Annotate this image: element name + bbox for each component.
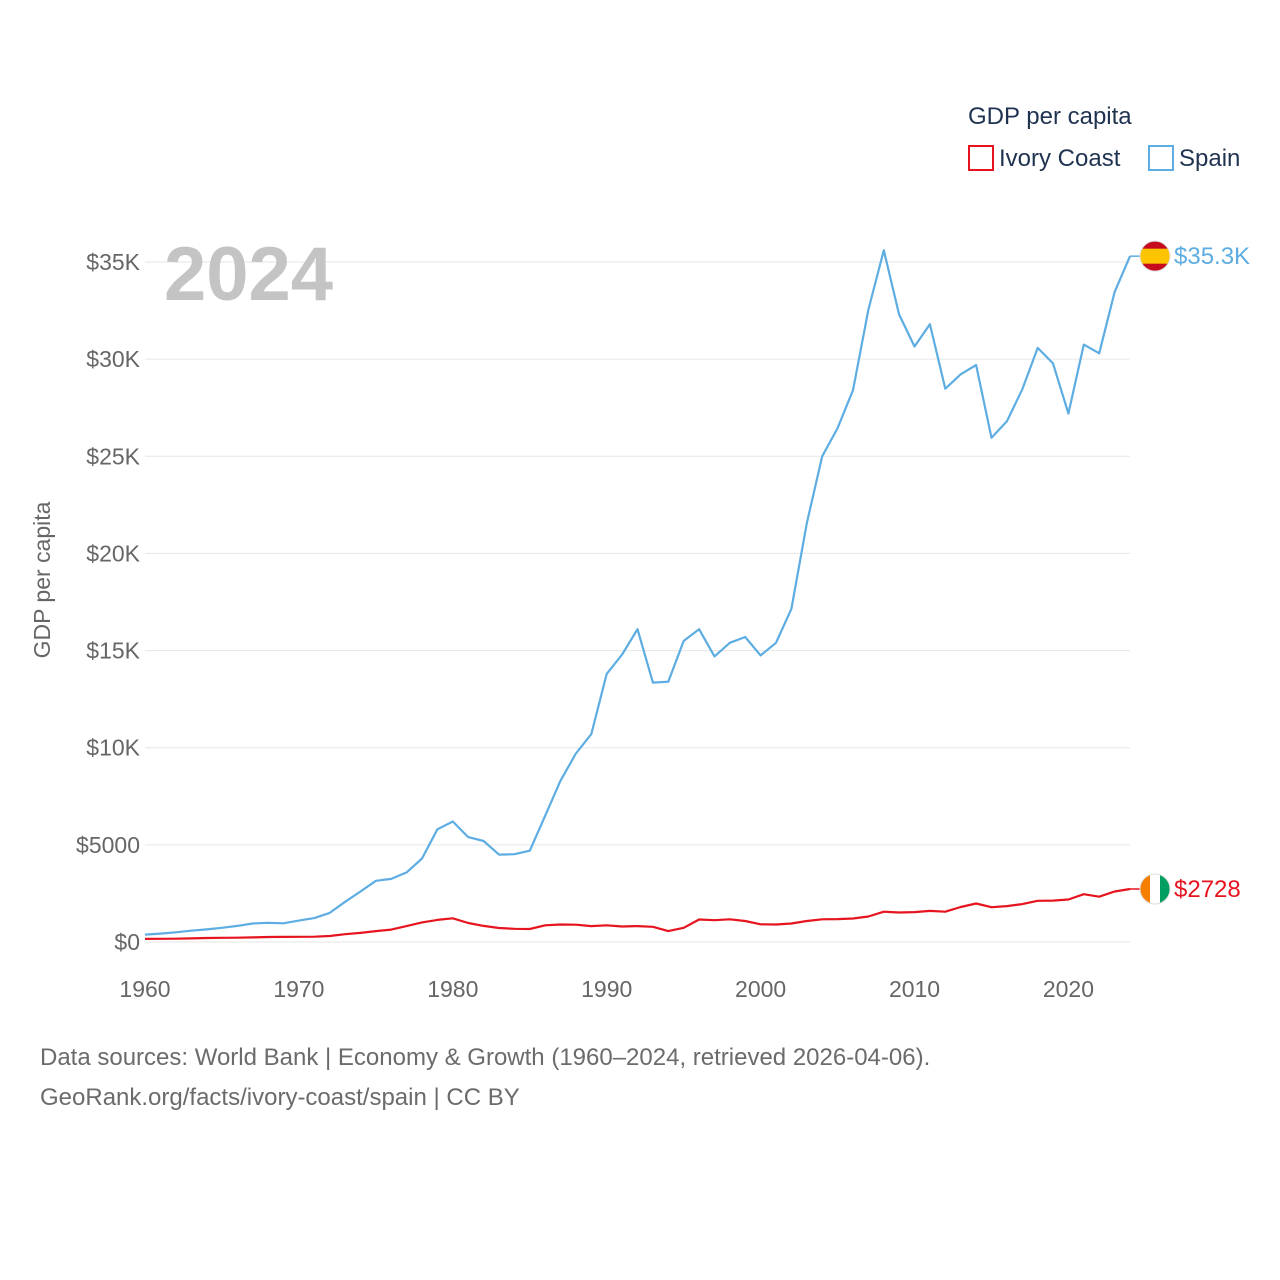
y-tick-label: $0 [114,929,140,955]
ivory-coast-flag-icon [1139,873,1171,905]
y-tick-label: $25K [86,443,140,469]
series-line-ivory-coast [144,887,1131,941]
end-value-label-ivory-coast: $2728 [1174,876,1241,903]
legend-swatch-spain [1148,145,1174,171]
x-tick-label: 1960 [119,976,170,1002]
x-axis: 1960 1970 1980 1990 2000 2010 2020 [119,976,1094,1002]
legend-title: GDP per capita [968,103,1132,130]
y-tick-label: $30K [86,346,140,372]
legend-label-ivory-coast: Ivory Coast [999,145,1121,172]
y-tick-label: $15K [86,638,140,664]
x-tick-label: 1980 [427,976,478,1002]
x-tick-label: 2020 [1043,976,1094,1002]
gdp-chart: $0 $5000 $10K $15K $20K $25K $30K $35K 1960 1970… [29,103,1250,1002]
series-end-markers: $2728 $35.3K [1130,240,1250,905]
legend-swatch-ivory-coast [968,145,994,171]
legend-item-ivory-coast[interactable]: Ivory Coast [968,145,1121,172]
series-lines [144,249,1132,941]
x-tick-label: 1970 [273,976,324,1002]
legend: GDP per capita Ivory Coast Spain [968,103,1240,172]
end-value-label-spain: $35.3K [1174,243,1250,270]
spain-flag-icon [1139,240,1171,272]
x-tick-label: 2000 [735,976,786,1002]
y-tick-label: $10K [86,735,140,761]
grid-lines [145,261,1130,943]
y-tick-label: $5000 [76,832,140,858]
y-axis: $0 $5000 $10K $15K $20K $25K $30K $35K [76,249,141,955]
footer-attribution: GeoRank.org/facts/ivory-coast/spain | CC… [40,1084,520,1111]
legend-item-spain[interactable]: Spain [1148,145,1240,172]
x-tick-label: 1990 [581,976,632,1002]
y-tick-label: $20K [86,540,140,566]
series-line-spain [144,249,1132,936]
legend-label-spain: Spain [1179,145,1240,172]
x-tick-label: 2010 [889,976,940,1002]
y-tick-label: $35K [86,249,140,275]
footer-sources: Data sources: World Bank | Economy & Gro… [40,1044,931,1071]
current-year-label: 2024 [164,232,333,317]
y-axis-label: GDP per capita [29,501,55,658]
